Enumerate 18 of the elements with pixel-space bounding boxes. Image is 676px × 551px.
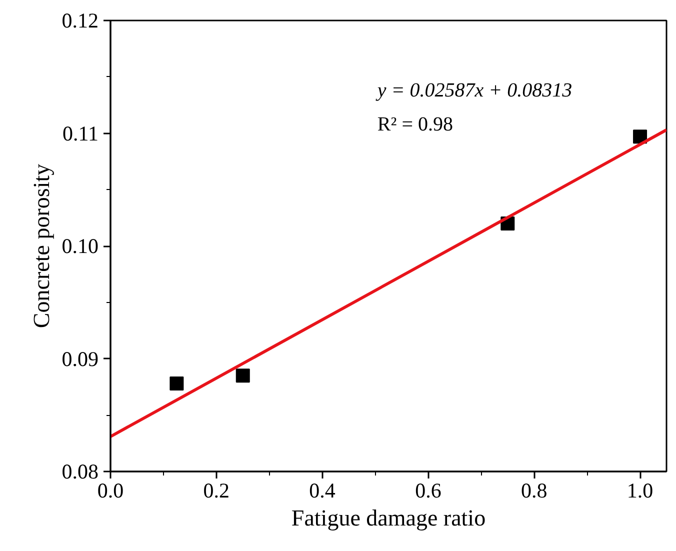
x-tick-label: 0.6 [415,478,442,502]
x-tick-label: 1.0 [626,478,654,502]
annotation: R² = 0.98 [377,114,454,136]
y-tick-label: 0.09 [62,346,98,371]
x-axis-title: Fatigue damage ratio [291,506,486,530]
x-tick-label: 0.2 [203,478,230,502]
x-tick-label: 0.0 [97,478,124,502]
annotation: y = 0.02587x + 0.08313 [375,80,572,102]
y-tick-label: 0.10 [62,234,98,258]
y-axis-title: Concrete porosity [28,163,54,328]
point [170,376,184,391]
point [633,130,648,144]
y-tick-label: 0.12 [62,8,98,32]
x-tick-label: 0.4 [309,478,336,502]
y-tick-label: 0.11 [62,121,99,146]
x-tick-label: 0.8 [520,478,548,502]
point [236,368,250,383]
y-tick-label: 0.08 [62,460,98,484]
